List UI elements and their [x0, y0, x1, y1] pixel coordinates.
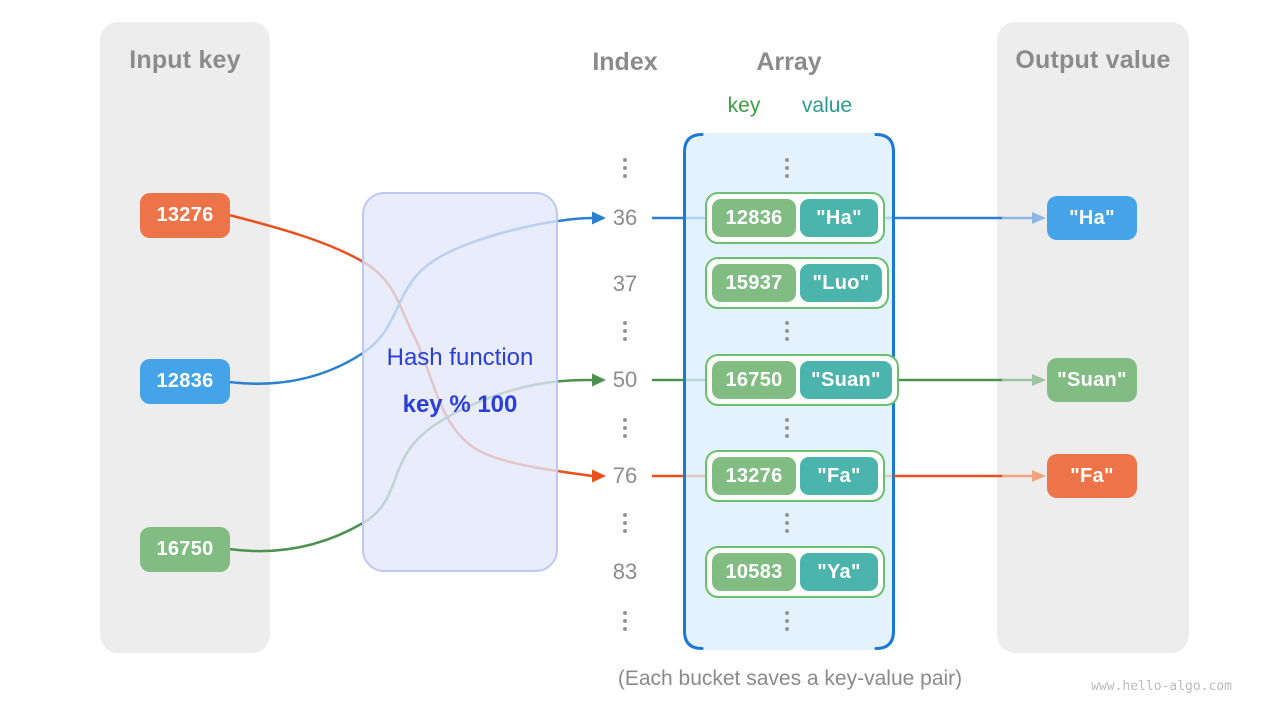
bucket-pair-76: 13276 "Fa" — [705, 450, 885, 502]
index-cell-83: 83 — [612, 559, 638, 584]
bucket-value: "Ya" — [800, 553, 878, 591]
hash-function-formula: key % 100 — [402, 391, 518, 418]
output-value-ha: "Ha" — [1047, 196, 1137, 240]
index-cell-76: 76 — [612, 463, 638, 488]
bucket-key: 13276 — [712, 457, 796, 495]
index-column-title: Index — [592, 48, 658, 76]
input-key-16750: 16750 — [140, 527, 230, 572]
bucket-value: "Luo" — [800, 264, 882, 302]
array-ellipsis-icon — [772, 513, 802, 533]
input-panel-title: Input key — [129, 46, 241, 74]
array-ellipsis-icon — [772, 321, 802, 341]
bucket-pair-36: 12836 "Ha" — [705, 192, 885, 244]
index-ellipsis-icon — [610, 321, 640, 341]
index-cell-50: 50 — [612, 367, 638, 392]
output-value-panel: Output value — [997, 22, 1189, 653]
array-ellipsis-icon — [772, 418, 802, 438]
bucket-key: 16750 — [712, 361, 796, 399]
array-ellipsis-icon — [772, 158, 802, 178]
index-ellipsis-icon — [610, 158, 640, 178]
index-ellipsis-icon — [610, 611, 640, 631]
hash-function-box — [362, 192, 558, 572]
index-cell-36: 36 — [612, 205, 638, 230]
index-ellipsis-icon — [610, 418, 640, 438]
bucket-value: "Fa" — [800, 457, 878, 495]
hash-function-title: Hash function — [386, 344, 534, 371]
output-value-fa: "Fa" — [1047, 454, 1137, 498]
bucket-value: "Ha" — [800, 199, 878, 237]
watermark-url: www.hello-algo.com — [1091, 679, 1232, 694]
index-cell-37: 37 — [612, 271, 638, 296]
array-ellipsis-icon — [772, 611, 802, 631]
bucket-pair-37: 15937 "Luo" — [705, 257, 889, 309]
bucket-value: "Suan" — [800, 361, 892, 399]
value-header-label: value — [801, 94, 853, 117]
index-ellipsis-icon — [610, 513, 640, 533]
input-key-13276: 13276 — [140, 193, 230, 238]
bucket-key: 10583 — [712, 553, 796, 591]
bucket-key: 15937 — [712, 264, 796, 302]
bucket-pair-50: 16750 "Suan" — [705, 354, 899, 406]
bucket-pair-83: 10583 "Ya" — [705, 546, 885, 598]
input-key-12836: 12836 — [140, 359, 230, 404]
array-column-title: Array — [756, 48, 822, 76]
diagram-caption: (Each bucket saves a key-value pair) — [617, 667, 963, 690]
output-panel-title: Output value — [1015, 46, 1171, 74]
bucket-key: 12836 — [712, 199, 796, 237]
key-header-label: key — [727, 94, 761, 117]
output-value-suan: "Suan" — [1047, 358, 1137, 402]
